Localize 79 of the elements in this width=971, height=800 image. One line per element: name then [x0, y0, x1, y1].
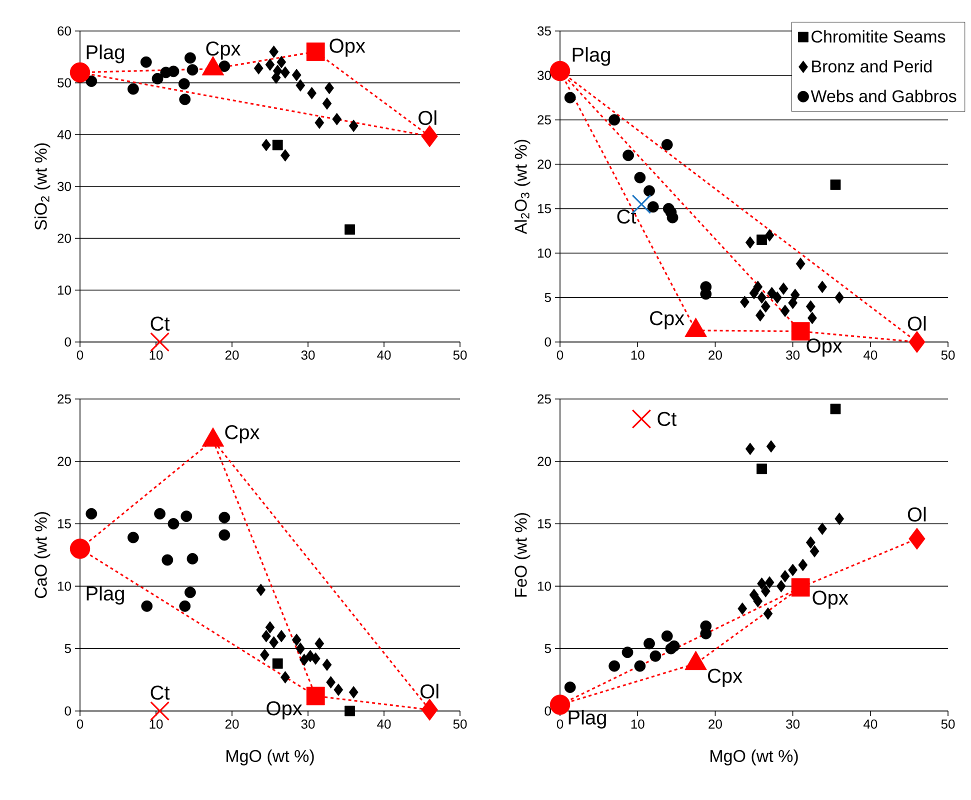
y-tick-label: 0: [544, 337, 551, 347]
y-tick-label: 20: [58, 234, 71, 243]
y-axis-title: Al$_{2}$O$_{3}$ (wt %): [514, 140, 530, 234]
x-tick-label: 10: [631, 350, 644, 360]
y-tick-label: 5: [64, 644, 71, 654]
annotation: Ol: [908, 506, 926, 522]
annotation: Plag: [568, 710, 606, 729]
x-tick-label: 10: [150, 350, 163, 360]
annotation: Plag: [86, 44, 124, 64]
x-tick-label: 0: [556, 350, 564, 360]
y-tick-label: 20: [538, 456, 551, 466]
legend-label: Webs and Gabbros: [810, 90, 956, 102]
y-tick-label: 25: [538, 115, 551, 124]
x-tick-label: 50: [941, 720, 955, 729]
y-tick-label: 10: [538, 248, 551, 258]
x-tick-label: 20: [708, 350, 722, 360]
x-tick-label: 40: [377, 350, 391, 360]
y-tick-label: 0: [64, 337, 71, 347]
y-tick-label: 20: [538, 160, 551, 169]
x-tick-label: 40: [377, 720, 391, 729]
annotation: Ol: [418, 110, 436, 126]
x-tick-label: 30: [786, 720, 800, 729]
y-tick-label: 25: [58, 394, 71, 404]
x-tick-label: 50: [941, 350, 955, 360]
legend-label: Bronz and Perid: [812, 60, 932, 72]
y-tick-label: 0: [64, 706, 71, 716]
x-tick-label: 30: [786, 350, 800, 360]
x-axis-title: MgO (wt %): [226, 750, 314, 766]
y-axis-title: SiO$_{2}$ (wt %): [34, 143, 50, 230]
y-tick-label: 15: [58, 519, 71, 528]
y-tick-label: 0: [544, 706, 551, 716]
annotation: Ct: [617, 209, 636, 224]
annotation: Cpx: [225, 425, 260, 444]
y-tick-label: 30: [538, 70, 551, 80]
annotation: Opx: [806, 338, 842, 357]
x-tick-label: 50: [453, 350, 467, 360]
x-tick-label: 10: [150, 720, 163, 729]
x-tick-label: 30: [301, 350, 315, 360]
x-tick-label: 20: [225, 350, 239, 360]
y-axis-title: FeO (wt %): [514, 513, 530, 597]
annotation: Ol: [908, 316, 926, 331]
x-tick-label: 30: [301, 720, 315, 729]
y-tick-label: 15: [538, 204, 551, 214]
y-tick-label: 25: [538, 394, 551, 404]
annotation: Plag: [572, 47, 610, 66]
y-tick-label: 30: [58, 182, 71, 192]
y-tick-label: 15: [538, 519, 551, 528]
legend-label: Chromitite Seams: [812, 30, 946, 43]
x-tick-label: 0: [556, 720, 564, 729]
y-tick-label: 10: [538, 582, 551, 591]
annotation: Opx: [812, 590, 848, 609]
x-tick-label: 10: [631, 720, 644, 729]
x-tick-label: 40: [863, 720, 878, 729]
annotation: Ct: [658, 412, 677, 426]
annotation: Plag: [86, 586, 124, 605]
annotation: Ol: [420, 684, 438, 699]
annotation: Ct: [150, 316, 170, 331]
y-tick-label: 40: [57, 130, 71, 140]
x-tick-label: 20: [708, 720, 722, 729]
y-tick-label: 50: [58, 78, 71, 88]
x-tick-label: 50: [453, 720, 467, 729]
x-tick-label: 40: [863, 350, 878, 360]
x-tick-label: 0: [76, 350, 84, 360]
y-tick-label: 60: [58, 26, 71, 36]
y-tick-label: 10: [58, 286, 71, 295]
annotation: Cpx: [206, 42, 241, 60]
x-tick-label: 20: [225, 720, 239, 729]
annotation: Ct: [150, 686, 170, 700]
x-axis-title: MgO (wt %): [710, 750, 798, 766]
y-tick-label: 35: [538, 26, 551, 36]
y-tick-label: 10: [58, 582, 71, 591]
y-tick-label: 20: [58, 456, 71, 466]
annotation: Opx: [330, 38, 366, 57]
y-tick-label: 5: [544, 293, 551, 302]
annotation: Cpx: [708, 668, 742, 687]
y-axis-title: CaO (wt %): [34, 512, 50, 598]
x-tick-label: 0: [76, 720, 84, 729]
y-tick-label: 5: [544, 644, 551, 654]
annotation: Cpx: [650, 311, 684, 330]
